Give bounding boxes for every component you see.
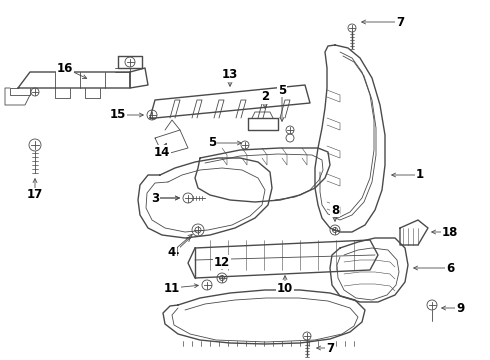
- Text: 1: 1: [416, 168, 424, 181]
- Text: 9: 9: [456, 302, 464, 315]
- Text: 18: 18: [442, 225, 458, 238]
- Text: 11: 11: [164, 282, 180, 294]
- Text: 4: 4: [171, 246, 179, 258]
- Text: 12: 12: [214, 256, 230, 269]
- Text: 16: 16: [57, 62, 73, 75]
- Text: 10: 10: [277, 282, 293, 294]
- Text: 3: 3: [151, 192, 159, 204]
- Text: 7: 7: [396, 15, 404, 28]
- Text: 6: 6: [446, 261, 454, 274]
- Text: 14: 14: [154, 145, 170, 158]
- Text: 4: 4: [168, 246, 176, 258]
- Text: 17: 17: [27, 189, 43, 202]
- Text: 5: 5: [208, 136, 216, 149]
- Text: 3: 3: [151, 192, 159, 204]
- Text: 8: 8: [331, 203, 339, 216]
- Text: 15: 15: [110, 108, 126, 122]
- Text: 13: 13: [222, 68, 238, 81]
- Text: 2: 2: [261, 90, 269, 104]
- Text: 7: 7: [326, 342, 334, 355]
- Text: 5: 5: [278, 84, 286, 96]
